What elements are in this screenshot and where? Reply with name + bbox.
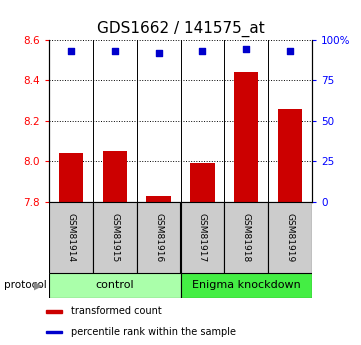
- Bar: [147, 196, 171, 202]
- Bar: [93, 202, 136, 273]
- Bar: [180, 202, 225, 273]
- Bar: [47, 310, 62, 313]
- Point: [243, 47, 249, 52]
- Text: transformed count: transformed count: [71, 306, 161, 316]
- Text: protocol: protocol: [4, 280, 46, 290]
- Bar: [180, 273, 312, 298]
- Text: Enigma knockdown: Enigma knockdown: [192, 280, 301, 290]
- Bar: [136, 202, 180, 273]
- Point: [287, 48, 293, 54]
- Bar: [225, 202, 268, 273]
- Bar: [49, 273, 180, 298]
- Text: control: control: [95, 280, 134, 290]
- Bar: [49, 202, 93, 273]
- Bar: [47, 331, 62, 333]
- Bar: [58, 153, 83, 202]
- Bar: [268, 202, 312, 273]
- Text: ▶: ▶: [34, 280, 42, 290]
- Point: [200, 48, 205, 54]
- Bar: [190, 163, 214, 202]
- Point: [112, 48, 117, 54]
- Point: [156, 50, 161, 56]
- Bar: [278, 109, 303, 202]
- Text: GSM81918: GSM81918: [242, 213, 251, 262]
- Text: GSM81915: GSM81915: [110, 213, 119, 262]
- Text: GSM81919: GSM81919: [286, 213, 295, 262]
- Text: GSM81914: GSM81914: [66, 213, 75, 262]
- Point: [68, 48, 74, 54]
- Bar: [103, 151, 127, 202]
- Text: percentile rank within the sample: percentile rank within the sample: [71, 327, 236, 337]
- Bar: [234, 72, 258, 202]
- Title: GDS1662 / 141575_at: GDS1662 / 141575_at: [97, 21, 264, 37]
- Text: GSM81916: GSM81916: [154, 213, 163, 262]
- Text: GSM81917: GSM81917: [198, 213, 207, 262]
